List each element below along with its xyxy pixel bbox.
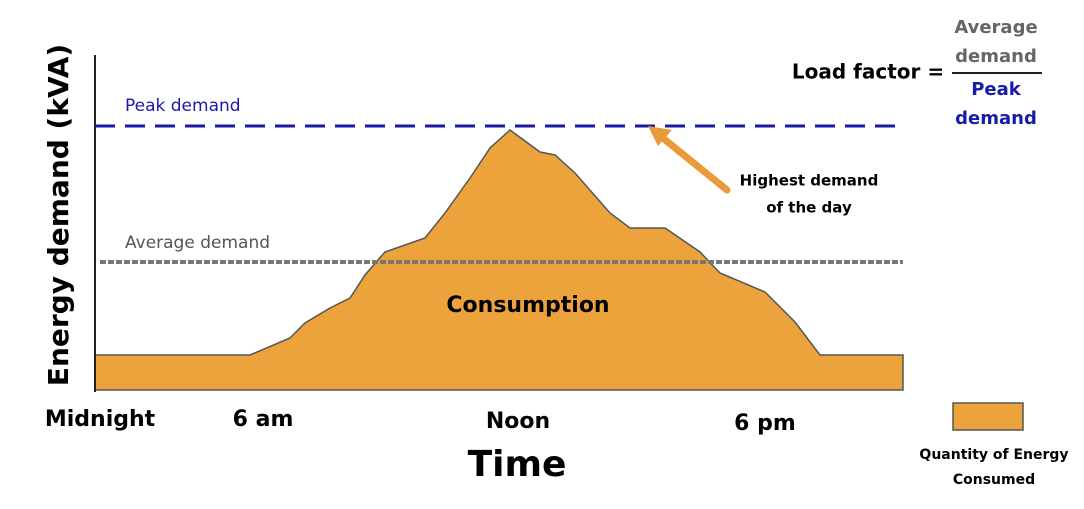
formula-denominator: demand (955, 108, 1037, 129)
area-label: Consumption (446, 293, 609, 318)
legend-label: Consumed (953, 472, 1035, 488)
arrow-shaft (660, 135, 731, 194)
average-label: Average demand (125, 233, 270, 253)
legend-label: Quantity of Energy (919, 447, 1068, 463)
consumption-area (94, 129, 904, 391)
annotation: of the day (766, 199, 852, 217)
formula-denominator: Peak (971, 79, 1022, 100)
x-tick-label: 6 am (233, 407, 294, 432)
x-tick-label: 6 pm (734, 411, 796, 436)
formula-numerator: demand (955, 46, 1037, 67)
formula-label: Load factor = (792, 60, 944, 84)
x-tick-label: Midnight (45, 407, 156, 432)
legend-swatch (952, 402, 1024, 431)
peak-label: Peak demand (125, 96, 241, 116)
annotation: Highest demand (740, 172, 879, 190)
formula-numerator: Average (954, 17, 1037, 38)
y-axis-label: Energy demand (kVA) (42, 44, 75, 386)
x-tick-label: Noon (486, 409, 550, 434)
x-axis-label: Time (468, 444, 567, 485)
arrow-head (648, 126, 672, 146)
